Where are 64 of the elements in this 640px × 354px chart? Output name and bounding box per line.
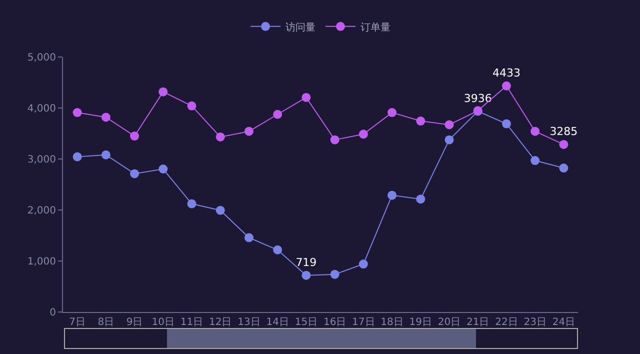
data-label: 4433 (492, 66, 520, 80)
point (330, 135, 340, 144)
point (444, 120, 454, 130)
x-tick-label: 21日 (466, 317, 490, 328)
point (101, 112, 110, 122)
point (187, 101, 196, 110)
point (559, 164, 568, 173)
point (273, 110, 282, 119)
point (244, 126, 254, 136)
point (72, 108, 82, 118)
x-tick-label: 10日 (152, 317, 175, 328)
x-tick-label: 20日 (438, 317, 461, 328)
x-tick-label: 16日 (323, 317, 346, 328)
x-tick-label: 9日 (126, 317, 143, 328)
point (302, 270, 311, 280)
x-tick-label: 22日 (495, 317, 518, 328)
x-tick-label: 7日 (69, 317, 86, 328)
point (388, 190, 397, 200)
y-tick-label: 2,000 (27, 206, 56, 216)
point (416, 194, 426, 204)
point (216, 206, 225, 215)
point (302, 92, 311, 102)
point (216, 132, 225, 142)
point (244, 233, 254, 242)
x-tick-label: 12日 (208, 317, 232, 328)
x-tick-label: 8日 (98, 317, 114, 328)
point (530, 126, 540, 136)
x-tick-label: 15日 (294, 317, 318, 328)
point (187, 199, 196, 208)
point (273, 245, 282, 254)
point (158, 87, 168, 96)
x-tick-label: 19日 (409, 317, 432, 328)
point (130, 132, 140, 141)
x-tick-label: 11日 (180, 317, 204, 328)
point (530, 156, 540, 166)
point (559, 140, 568, 149)
x-tick-label: 14日 (266, 317, 289, 328)
point (416, 116, 426, 126)
y-tick-label: 4,000 (27, 104, 56, 114)
data-label: 3285 (550, 125, 578, 138)
point (502, 119, 511, 128)
point (388, 108, 397, 118)
point (502, 81, 511, 90)
point (358, 260, 368, 269)
x-tick-label: 24日 (552, 317, 576, 328)
point (72, 152, 82, 162)
x-tick-label: 13日 (238, 317, 260, 328)
x-tick-label: 18日 (380, 317, 404, 328)
data-label: 719 (296, 256, 317, 269)
point (158, 164, 168, 174)
point (444, 135, 454, 144)
legend-label: 订单量 (360, 21, 390, 34)
point (358, 130, 368, 139)
point (101, 150, 110, 160)
y-tick-label: 3,000 (27, 154, 56, 166)
y-tick-label: 5,000 (27, 52, 56, 64)
y-tick-label: 1,000 (27, 256, 56, 268)
x-tick-label: 23日 (524, 317, 546, 328)
y-tick-label: 0 (50, 308, 56, 318)
data-label: 3936 (464, 92, 492, 105)
legend-label: 访问量 (286, 21, 316, 34)
point (330, 270, 340, 279)
x-tick-label: 17日 (352, 317, 375, 328)
point (130, 169, 140, 178)
